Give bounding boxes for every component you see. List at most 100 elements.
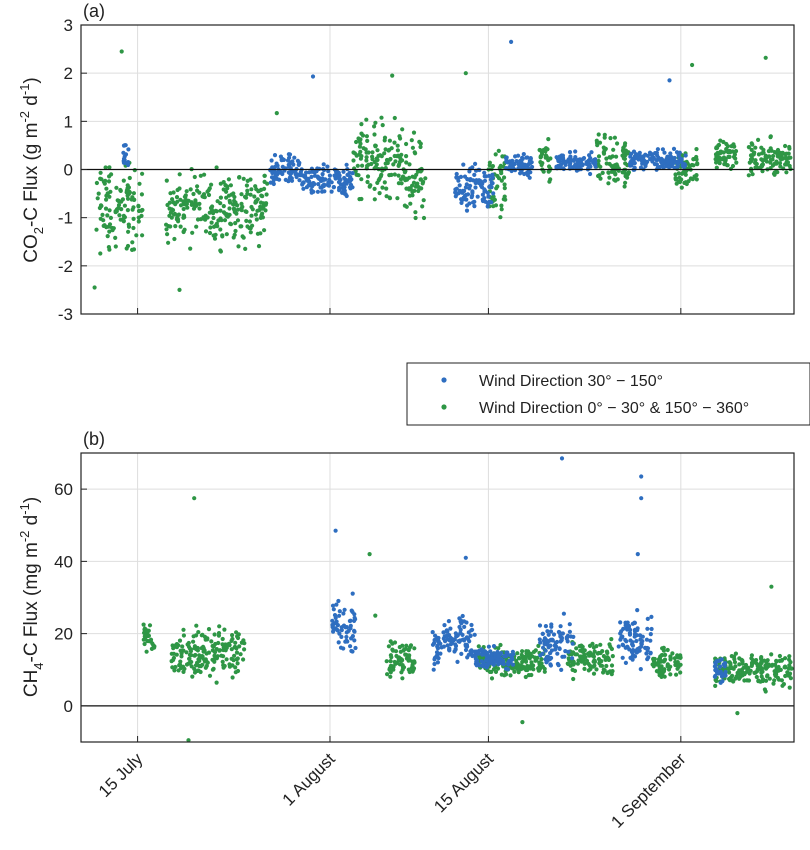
data-point xyxy=(137,181,142,186)
data-point xyxy=(245,188,250,193)
data-point xyxy=(119,207,124,212)
legend-marker-blue xyxy=(441,377,447,383)
data-point xyxy=(639,496,644,501)
data-point xyxy=(718,138,723,143)
data-point xyxy=(173,224,178,229)
data-point xyxy=(484,658,489,663)
data-point xyxy=(748,668,753,673)
data-point xyxy=(536,643,541,649)
data-point xyxy=(164,178,169,183)
data-point xyxy=(560,155,565,160)
data-point xyxy=(596,158,601,164)
data-point xyxy=(776,664,781,670)
data-point xyxy=(662,674,667,679)
data-point xyxy=(597,658,602,663)
data-point xyxy=(504,672,509,677)
data-point xyxy=(479,659,484,664)
data-point xyxy=(678,653,683,658)
data-point xyxy=(194,623,199,628)
data-point xyxy=(672,155,677,161)
data-point xyxy=(558,624,563,629)
data-point xyxy=(216,640,221,646)
data-point xyxy=(189,664,194,669)
data-point xyxy=(635,552,640,557)
data-point xyxy=(227,200,233,205)
data-point xyxy=(487,173,492,178)
data-point xyxy=(367,552,372,557)
data-point xyxy=(304,176,309,181)
data-point xyxy=(671,146,677,151)
data-point xyxy=(361,146,366,151)
data-point xyxy=(679,157,684,162)
data-point xyxy=(622,184,627,189)
data-point xyxy=(465,192,471,197)
data-point xyxy=(615,141,620,146)
data-point xyxy=(567,163,572,168)
data-point xyxy=(131,197,137,202)
data-point xyxy=(398,136,403,141)
data-point xyxy=(140,233,145,238)
data-point xyxy=(714,145,719,150)
data-point xyxy=(392,115,397,121)
data-point xyxy=(188,647,193,652)
data-point xyxy=(753,670,758,675)
data-point xyxy=(380,185,385,190)
data-point xyxy=(458,627,463,632)
data-point xyxy=(121,213,126,218)
data-point xyxy=(231,206,237,211)
data-point xyxy=(563,649,568,654)
data-point xyxy=(516,153,521,158)
data-point xyxy=(319,185,324,190)
data-point xyxy=(486,194,491,199)
data-point xyxy=(119,49,124,54)
data-point xyxy=(233,228,238,234)
data-point xyxy=(438,651,443,656)
data-point xyxy=(676,171,681,176)
data-point xyxy=(601,670,606,675)
data-point xyxy=(233,221,238,226)
data-point xyxy=(126,222,131,227)
data-point xyxy=(123,152,129,157)
data-point xyxy=(537,637,542,642)
data-point xyxy=(353,645,358,651)
data-point xyxy=(492,652,497,657)
data-point xyxy=(214,680,219,685)
data-point xyxy=(714,667,719,672)
data-point xyxy=(334,602,339,607)
data-point xyxy=(131,247,137,252)
data-point xyxy=(404,154,409,159)
data-point xyxy=(247,219,252,224)
data-point xyxy=(384,186,389,191)
data-point xyxy=(126,185,131,190)
data-point xyxy=(691,157,696,162)
data-point xyxy=(750,172,755,177)
data-point xyxy=(614,154,619,159)
data-point xyxy=(669,161,674,166)
data-point xyxy=(404,141,409,147)
data-point xyxy=(252,194,257,199)
data-point xyxy=(577,157,583,162)
data-point xyxy=(372,124,377,129)
data-point xyxy=(764,666,769,671)
data-point xyxy=(482,178,488,183)
data-point xyxy=(590,652,596,657)
data-point xyxy=(640,161,645,166)
data-point xyxy=(586,165,591,170)
data-point xyxy=(241,176,246,181)
data-point xyxy=(357,144,362,149)
data-point xyxy=(226,177,231,182)
data-point xyxy=(520,649,525,654)
data-point xyxy=(352,629,357,634)
data-point xyxy=(229,647,234,652)
data-point xyxy=(455,659,460,665)
data-point xyxy=(739,668,744,673)
data-point xyxy=(521,152,526,157)
data-point xyxy=(121,178,126,183)
data-point xyxy=(668,672,673,677)
data-point xyxy=(131,191,136,196)
data-point xyxy=(493,659,499,664)
data-point xyxy=(281,157,286,162)
data-point xyxy=(630,648,636,653)
data-point xyxy=(597,173,602,178)
data-point xyxy=(301,186,306,191)
